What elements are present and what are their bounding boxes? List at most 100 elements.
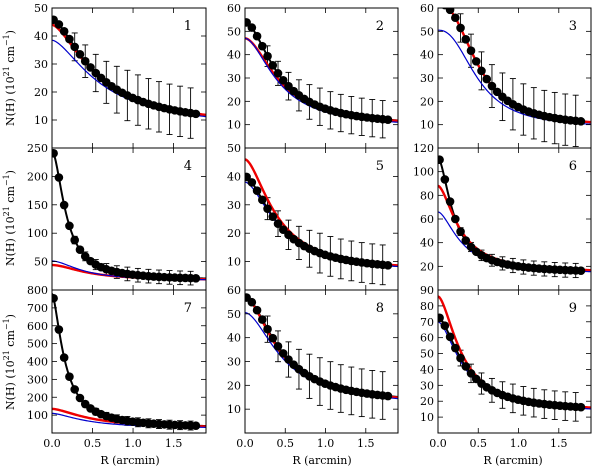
data-point-7-4: [70, 385, 79, 394]
data-point-3-27: [576, 117, 586, 126]
y-tick-label-2-5: 60: [227, 2, 241, 15]
y-tick-label-9-4: 50: [420, 348, 434, 361]
data-point-1-3: [65, 34, 74, 44]
y-tick-label-1-3: 40: [34, 30, 48, 43]
plot-area-4: [52, 148, 206, 286]
y-tick-label-5-1: 20: [227, 227, 241, 240]
y-tick-label-4-4: 250: [27, 142, 48, 155]
y-tick-label-3-5: 60: [420, 2, 434, 15]
x-tick-label-8-2: 1.0: [317, 437, 335, 450]
panel-label-4: 4: [184, 159, 192, 174]
data-point-6-0: [438, 155, 444, 165]
data-point-7-5: [75, 393, 85, 403]
data-point-5-5: [268, 212, 278, 221]
data-point-9-6: [466, 369, 476, 378]
data-point-7-2: [59, 353, 69, 362]
panel-label-7: 7: [184, 301, 192, 316]
panel-label-3: 3: [569, 19, 577, 34]
data-point-8-2: [252, 305, 262, 315]
y-axis-title-bottom: N(H) (1021 cm−1): [2, 314, 17, 410]
data-point-9-3: [451, 343, 460, 353]
plot-area-9: [438, 295, 591, 422]
data-point-3-9: [482, 74, 492, 84]
data-point-3-4: [456, 23, 465, 33]
svg-text:N(H) (1021 cm−1): N(H) (1021 cm−1): [2, 314, 17, 410]
y-tick-label-9-5: 60: [420, 332, 434, 345]
data-point-3-7: [471, 57, 481, 66]
y-tick-label-8-3: 40: [227, 332, 241, 345]
plot-area-8: [245, 293, 398, 420]
panel-6: 20 40 60 80 100 120 6: [413, 142, 592, 291]
y-tick-label-9-7: 80: [420, 300, 434, 313]
x-tick-label-7-3: 1.5: [165, 437, 183, 450]
y-tick-label-6-2: 60: [420, 213, 434, 226]
x-tick-label-7-0: 0.0: [43, 437, 61, 450]
y-tick-label-9-2: 30: [420, 379, 434, 392]
y-tick-label-7-7: 800: [27, 284, 48, 297]
data-point-6-1: [440, 175, 450, 184]
panel-4: 50 100 150 200 250 4: [27, 142, 207, 291]
data-point-9-4: [456, 353, 465, 363]
panel-3: 10 20 30 40 50 60 3: [420, 0, 592, 149]
y-tick-label-6-4: 100: [413, 166, 434, 179]
x-tick-label-9-2: 1.0: [510, 437, 528, 450]
x-tick-label-9-1: 0.5: [470, 437, 488, 450]
y-tick-label-5-3: 40: [227, 170, 241, 183]
data-point-9-1: [440, 321, 450, 330]
data-point-7-1: [54, 325, 64, 334]
data-point-4-4: [70, 235, 79, 245]
data-point-9-0: [438, 313, 444, 323]
data-point-8-27: [383, 391, 393, 401]
y-tick-label-6-3: 80: [420, 189, 434, 202]
y-tick-label-7-5: 600: [27, 320, 48, 333]
y-tick-label-2-1: 20: [227, 95, 241, 108]
data-point-1-27: [191, 109, 201, 119]
data-point-4-0: [52, 148, 58, 158]
plot-area-1: [52, 15, 206, 139]
data-point-3-8: [477, 66, 486, 76]
y-tick-label-7-4: 500: [27, 338, 48, 351]
y-tick-label-3-1: 20: [420, 95, 434, 108]
y-axis-title-middle: N(H) (1021 cm−1): [2, 170, 17, 266]
data-point-6-27: [576, 266, 586, 275]
data-point-1-1: [54, 20, 64, 29]
data-point-5-27: [383, 260, 393, 270]
data-point-5-6: [273, 219, 283, 228]
data-point-3-10: [487, 81, 497, 91]
y-tick-label-7-1: 200: [27, 391, 48, 404]
y-tick-label-8-5: 60: [227, 284, 241, 297]
y-tick-label-2-2: 30: [227, 72, 241, 85]
data-point-1-6: [80, 56, 90, 66]
x-tick-label-7-1: 0.5: [84, 437, 102, 450]
panel-5: 10 20 30 40 50 5: [227, 142, 399, 291]
data-point-3-0: [435, 0, 444, 8]
y-tick-label-9-0: 10: [420, 411, 434, 424]
blue-model-line-3: [438, 29, 591, 125]
data-point-5-2: [252, 186, 262, 195]
data-point-4-1: [54, 173, 64, 182]
y-tick-label-7-0: 100: [27, 409, 48, 422]
y-tick-label-5-2: 30: [227, 199, 241, 212]
data-point-2-7: [278, 75, 288, 85]
panel-7: 100 200 300 400 500 600 700 800 0.0 0.5 1.0 1.5 7: [27, 284, 207, 450]
data-point-2-3: [258, 41, 267, 51]
y-tick-label-8-0: 10: [227, 403, 241, 416]
data-point-3-2: [445, 8, 455, 15]
x-tick-label-9-3: 1.5: [550, 437, 568, 450]
x-tick-label-8-1: 0.5: [277, 437, 295, 450]
data-point-1-7: [86, 63, 95, 72]
y-tick-label-8-2: 30: [227, 356, 241, 369]
y-tick-label-9-8: 90: [420, 284, 434, 297]
data-point-6-2: [445, 197, 455, 206]
data-point-6-3: [451, 214, 460, 224]
panels-layer: 1020304050110203040506021020304050603501…: [27, 0, 592, 450]
data-point-1-4: [70, 42, 79, 52]
data-point-2-2: [252, 31, 262, 41]
data-point-9-5: [461, 362, 471, 371]
y-tick-label-9-6: 70: [420, 316, 434, 329]
plot-area-6: [438, 155, 591, 279]
plot-area-2: [245, 18, 398, 139]
data-point-3-3: [451, 13, 460, 23]
y-tick-label-3-4: 50: [420, 25, 434, 38]
y-tick-label-4-0: 50: [34, 256, 48, 269]
